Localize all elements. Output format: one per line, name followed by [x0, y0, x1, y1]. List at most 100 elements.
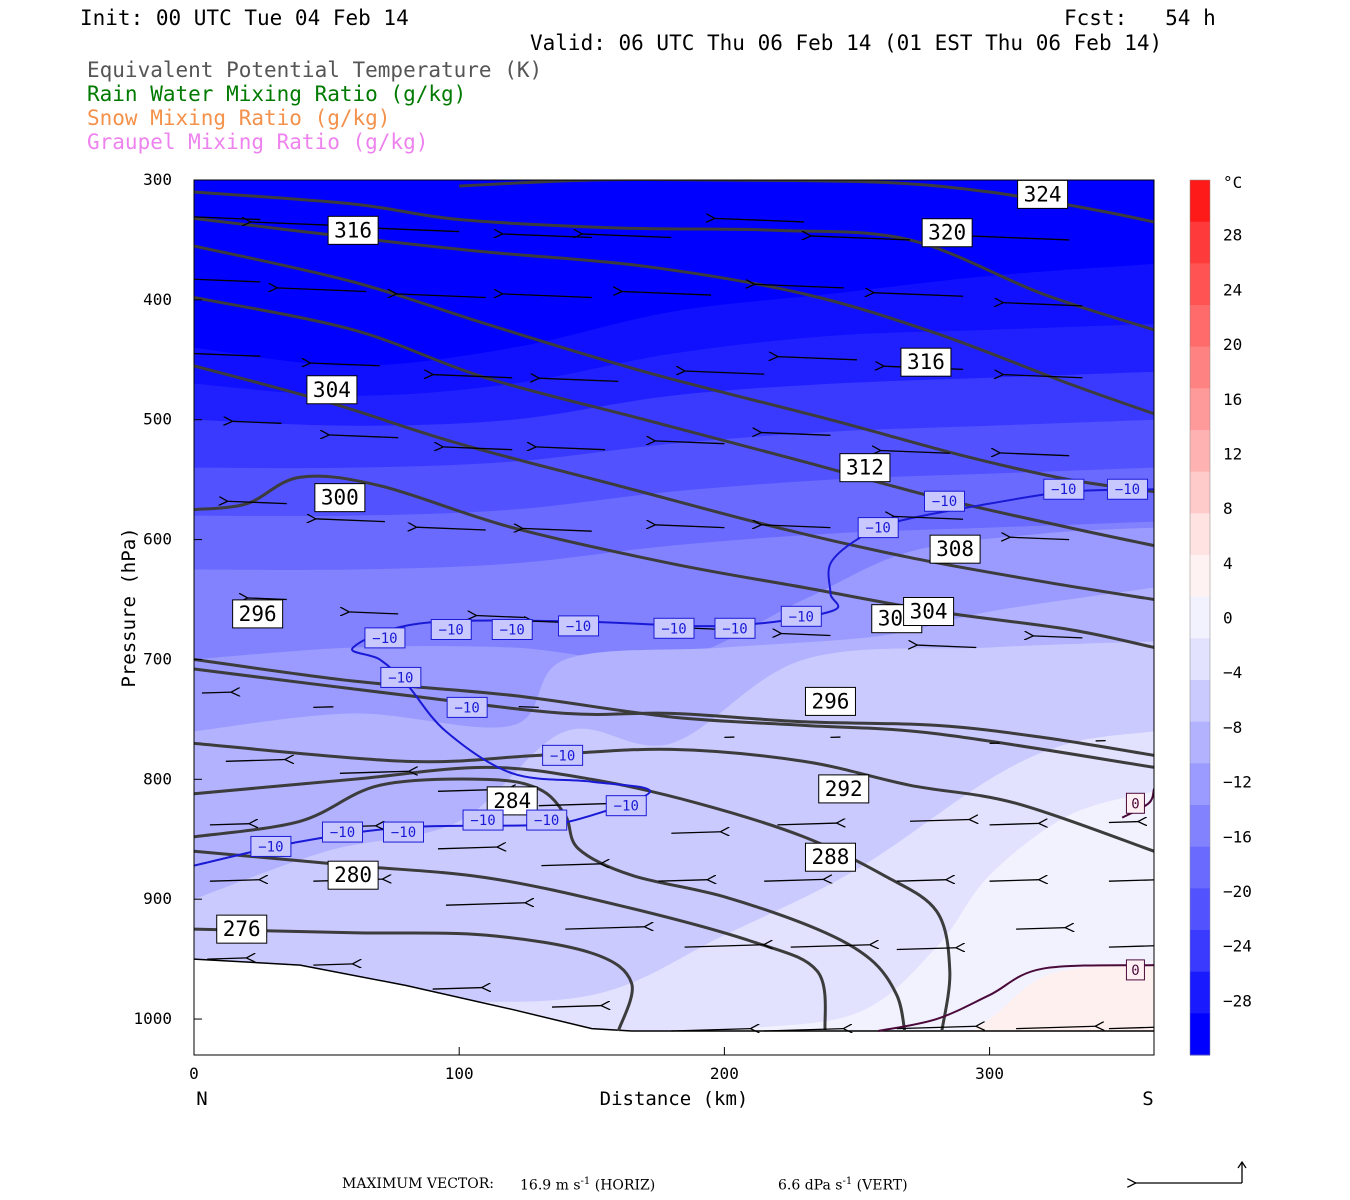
theta-e-label: 288 [804, 842, 856, 872]
wind-vector [1108, 879, 1154, 882]
wind-vector [538, 378, 619, 381]
theta-e-label-box [804, 842, 856, 872]
colorbar-cell [1190, 596, 1210, 639]
colorbar-label: 20 [1223, 335, 1242, 354]
theta-e-label-text: 288 [811, 845, 849, 869]
theta-e-label-text: 320 [928, 221, 966, 245]
y-tick-label: 900 [143, 889, 172, 908]
theta-e-label: 312 [839, 453, 891, 483]
wind-vector [916, 645, 977, 647]
field-label-theta-e: Equivalent Potential Temperature (K) [87, 58, 543, 82]
isotherm-label-box [380, 666, 422, 688]
wind-vector [328, 435, 399, 438]
colorbar-label: 0 [1223, 609, 1233, 628]
colorbar-label: −20 [1223, 882, 1252, 901]
wind-vector [194, 278, 261, 283]
theta-e-contour-304 [194, 364, 1154, 602]
wind-vector [551, 1006, 602, 1008]
wind-vector [1108, 945, 1154, 948]
theta-e-contour-308 [194, 295, 1154, 548]
wind-vector [760, 433, 831, 436]
wind-vector [201, 692, 232, 693]
isotherm-label: −10 [491, 618, 533, 640]
colorbar-cell [1190, 263, 1210, 306]
colorbar-cell [1190, 346, 1210, 389]
y-tick-label: 600 [143, 530, 172, 549]
wind-vector [873, 293, 964, 297]
wind-vector [684, 371, 765, 374]
y-tick-label: 500 [143, 410, 172, 429]
isotherm-label-box [780, 605, 822, 627]
x-tick-label: 0 [189, 1064, 199, 1083]
colorbar-label: −24 [1223, 937, 1252, 956]
axes: 300 400 500 600 700 800 900 1000 0 100 200 300 Dista… [118, 170, 1154, 1110]
isotherm-label-box [558, 615, 600, 637]
x-axis-label: Distance (km) [600, 1088, 749, 1110]
wind-vector [518, 705, 539, 709]
theta-e-label-text: 300 [321, 486, 359, 510]
colorbar-label: −28 [1223, 991, 1252, 1010]
max-vector-label: MAXIMUM VECTOR: [342, 1176, 494, 1192]
wind-vector [760, 525, 831, 528]
y-tick-label: 800 [143, 769, 172, 788]
wind-vector [250, 222, 340, 226]
wind-vector [276, 288, 367, 292]
init-time: Init: 00 UTC Tue 04 Feb 14 [80, 6, 409, 30]
theta-e-label-box [903, 597, 955, 627]
horiz-tag: (HORIZ) [594, 1177, 656, 1194]
theta-e-label: 292 [818, 774, 870, 804]
wind-vector [348, 612, 399, 614]
isotherm-label-box [605, 795, 647, 817]
wind-vector [1002, 303, 1083, 306]
isotherm-label: −10 [923, 490, 965, 512]
theta-e-label-text: 312 [846, 456, 884, 480]
isotherm-label-box [322, 821, 364, 843]
y-tick-label: 300 [143, 170, 172, 189]
isotherm-label: −10 [322, 821, 364, 843]
wind-vector [777, 357, 858, 360]
theta-e-label: 324 [1017, 179, 1069, 209]
isotherm-label-box [462, 809, 504, 831]
isotherm-label: −10 [430, 618, 472, 640]
colorbar-cell [1190, 471, 1210, 514]
wind-vector [780, 633, 831, 635]
isotherm-label-text: −10 [500, 622, 525, 638]
isotherm-label-box [857, 517, 899, 539]
horiz-value: 16.9 m s [520, 1177, 581, 1194]
isotherm-label-text: −10 [470, 813, 495, 829]
y-tick-label: 700 [143, 649, 172, 668]
theta-e-label-text: 276 [223, 917, 261, 941]
theta-e-label: 316 [900, 347, 952, 377]
vert-tag: (VERT) [856, 1177, 908, 1194]
colorbar-label: 8 [1223, 499, 1233, 518]
theta-e-label-box [900, 347, 952, 377]
theta-e-label-box [839, 453, 891, 483]
isotherm-label-box [491, 618, 533, 640]
theta-e-label: 304 [903, 597, 955, 627]
isotherm-label-text: −10 [1051, 482, 1076, 498]
plot-frame [193, 179, 1155, 1056]
wind-vector [1108, 822, 1139, 823]
isotherm-label-text: −10 [330, 825, 355, 841]
wind-vector [896, 880, 947, 882]
colorbar-cell [1190, 388, 1210, 431]
isotherm-label-box [923, 490, 965, 512]
isotherm-label-box [1106, 478, 1148, 500]
theta-e-label: 296 [232, 599, 284, 629]
theta-e-label: 304 [306, 375, 358, 405]
theta-e-label: 300 [314, 483, 366, 513]
x-tick-label: 300 [975, 1064, 1004, 1083]
theta-e-label: 308 [929, 534, 981, 564]
colorbar-label: −12 [1223, 773, 1252, 792]
y-tick-label: 1000 [133, 1009, 172, 1028]
isotherm-label: −10 [542, 744, 584, 766]
isotherm-label-box [446, 696, 488, 718]
wind-vector [754, 284, 844, 288]
isotherm-label: −10 [857, 517, 899, 539]
colorbar-cell [1190, 805, 1210, 848]
colorbar-cell [1190, 513, 1210, 556]
theta-e-contour-284 [194, 777, 907, 1032]
colorbar-cell [1190, 221, 1210, 264]
isotherm-label-text: −10 [1115, 482, 1140, 498]
colorbar-frame [1189, 179, 1211, 1056]
